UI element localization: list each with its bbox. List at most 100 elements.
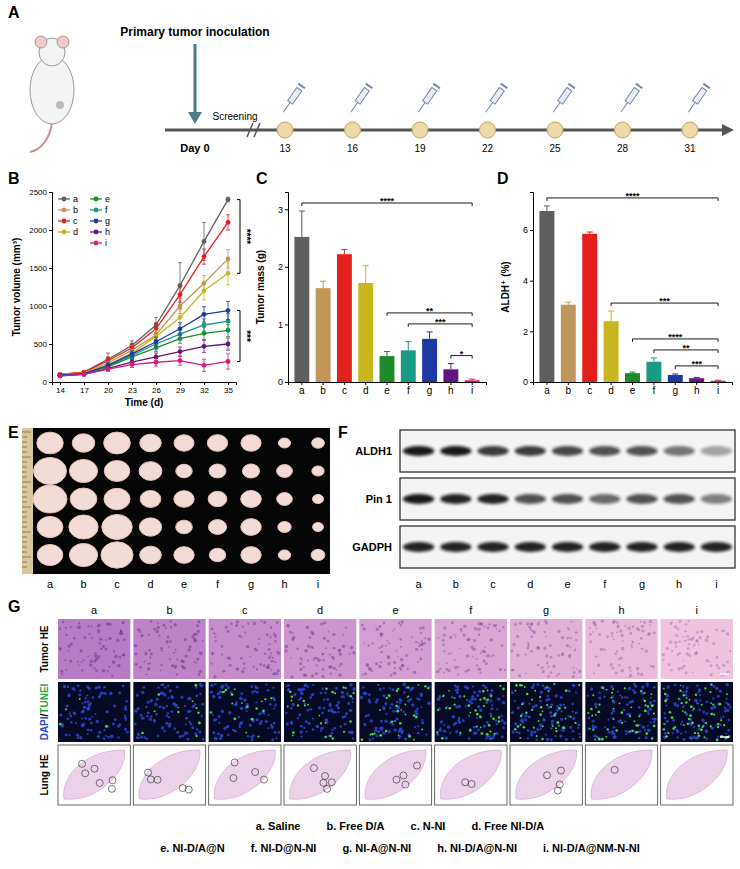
panel-label: E bbox=[8, 424, 19, 441]
tunel-spot bbox=[251, 718, 254, 721]
day-label: 16 bbox=[347, 143, 359, 154]
dapi-spot bbox=[96, 720, 99, 723]
dapi-spot bbox=[239, 722, 242, 725]
dapi-spot bbox=[273, 708, 275, 710]
nucleus bbox=[199, 652, 202, 655]
nucleus bbox=[463, 624, 466, 627]
error-bar bbox=[130, 351, 134, 357]
dapi-spot bbox=[546, 695, 548, 697]
dapi-spot bbox=[97, 735, 100, 738]
tumor-he-image bbox=[133, 619, 205, 679]
nucleus bbox=[221, 645, 224, 648]
error-bar bbox=[299, 211, 305, 237]
tunel-spot bbox=[395, 705, 398, 708]
nucleus bbox=[148, 649, 151, 652]
nucleus bbox=[536, 647, 540, 651]
bar bbox=[294, 237, 309, 382]
nucleus bbox=[268, 664, 270, 666]
data-point bbox=[82, 372, 87, 377]
blot-band bbox=[701, 494, 732, 504]
dapi-spot bbox=[572, 738, 574, 740]
nucleus bbox=[134, 644, 138, 648]
ruler-tick bbox=[22, 452, 27, 453]
dapi-spot bbox=[92, 696, 95, 699]
nucleus bbox=[65, 634, 67, 636]
dapi-spot bbox=[217, 692, 220, 695]
nucleus bbox=[380, 626, 382, 628]
dapi-spot bbox=[385, 702, 388, 705]
dapi-spot bbox=[134, 709, 137, 712]
tunel-spot bbox=[552, 725, 554, 727]
tunel-spot bbox=[225, 689, 228, 692]
dapi-spot bbox=[300, 697, 303, 700]
dapi-spot bbox=[514, 722, 517, 725]
nucleus bbox=[442, 639, 445, 642]
dapi-spot bbox=[212, 695, 215, 698]
nucleus bbox=[514, 623, 517, 626]
nucleus bbox=[573, 667, 575, 669]
series-line bbox=[60, 361, 228, 376]
column-label: h bbox=[618, 604, 624, 616]
dapi-spot bbox=[240, 721, 243, 724]
blot-frame bbox=[400, 478, 735, 520]
nucleus bbox=[446, 668, 449, 671]
legend-label: g bbox=[105, 216, 110, 226]
metastasis-marker bbox=[82, 770, 89, 777]
nucleus bbox=[215, 636, 217, 638]
x-axis: 1417202326293235 bbox=[53, 382, 237, 395]
blot-band bbox=[589, 542, 620, 552]
nucleus bbox=[276, 669, 279, 672]
ruler-tick bbox=[22, 472, 27, 473]
nucleus bbox=[335, 669, 337, 671]
dapi-spot bbox=[137, 707, 140, 710]
tunel-spot bbox=[324, 722, 326, 724]
dapi-spot bbox=[158, 706, 160, 708]
nucleus bbox=[91, 637, 93, 639]
bar bbox=[561, 305, 576, 382]
dapi-spot bbox=[255, 685, 257, 687]
dapi-spot bbox=[439, 729, 442, 732]
tunel-spot bbox=[413, 739, 415, 741]
tick-mark bbox=[49, 382, 52, 383]
dapi-spot bbox=[210, 690, 213, 693]
tunel-spot bbox=[241, 702, 243, 704]
axis-line bbox=[285, 193, 289, 383]
dapi-spot bbox=[452, 715, 455, 718]
nucleus bbox=[165, 627, 167, 629]
nucleus bbox=[153, 627, 156, 630]
data-point bbox=[202, 323, 207, 328]
bar bbox=[401, 350, 416, 382]
series-line bbox=[60, 200, 228, 375]
dapi-spot bbox=[335, 687, 338, 690]
nucleus bbox=[296, 648, 298, 650]
dapi-spot bbox=[184, 705, 187, 708]
dapi-spot bbox=[410, 688, 413, 691]
dapi-spot bbox=[273, 722, 276, 725]
dapi-spot bbox=[268, 714, 270, 716]
bar bbox=[539, 211, 554, 382]
nucleus bbox=[394, 628, 396, 630]
tick-mark bbox=[285, 209, 288, 210]
tumor-he-image bbox=[58, 619, 130, 679]
dapi-spot bbox=[77, 684, 80, 687]
dapi-spot bbox=[202, 738, 204, 740]
nucleus bbox=[270, 652, 272, 654]
tunel-spot bbox=[483, 705, 485, 707]
nucleus bbox=[622, 640, 624, 642]
nucleus bbox=[322, 653, 325, 656]
nucleus bbox=[556, 674, 558, 676]
dapi-tunel-image bbox=[133, 682, 205, 742]
dapi-spot bbox=[521, 718, 524, 721]
metastasis-marker bbox=[402, 781, 409, 788]
tumor-he-image bbox=[585, 619, 657, 679]
nucleus bbox=[552, 665, 555, 668]
tumor bbox=[241, 519, 261, 536]
chart-c: abcdefghi0123Tumor mass (g)********** bbox=[255, 193, 487, 397]
nucleus bbox=[274, 640, 276, 642]
tunel-spot bbox=[386, 697, 388, 699]
dapi-spot bbox=[81, 718, 83, 720]
dapi-spot bbox=[532, 705, 535, 708]
nucleus bbox=[574, 649, 577, 652]
timeline-axis bbox=[165, 129, 722, 132]
nucleus bbox=[516, 635, 519, 638]
